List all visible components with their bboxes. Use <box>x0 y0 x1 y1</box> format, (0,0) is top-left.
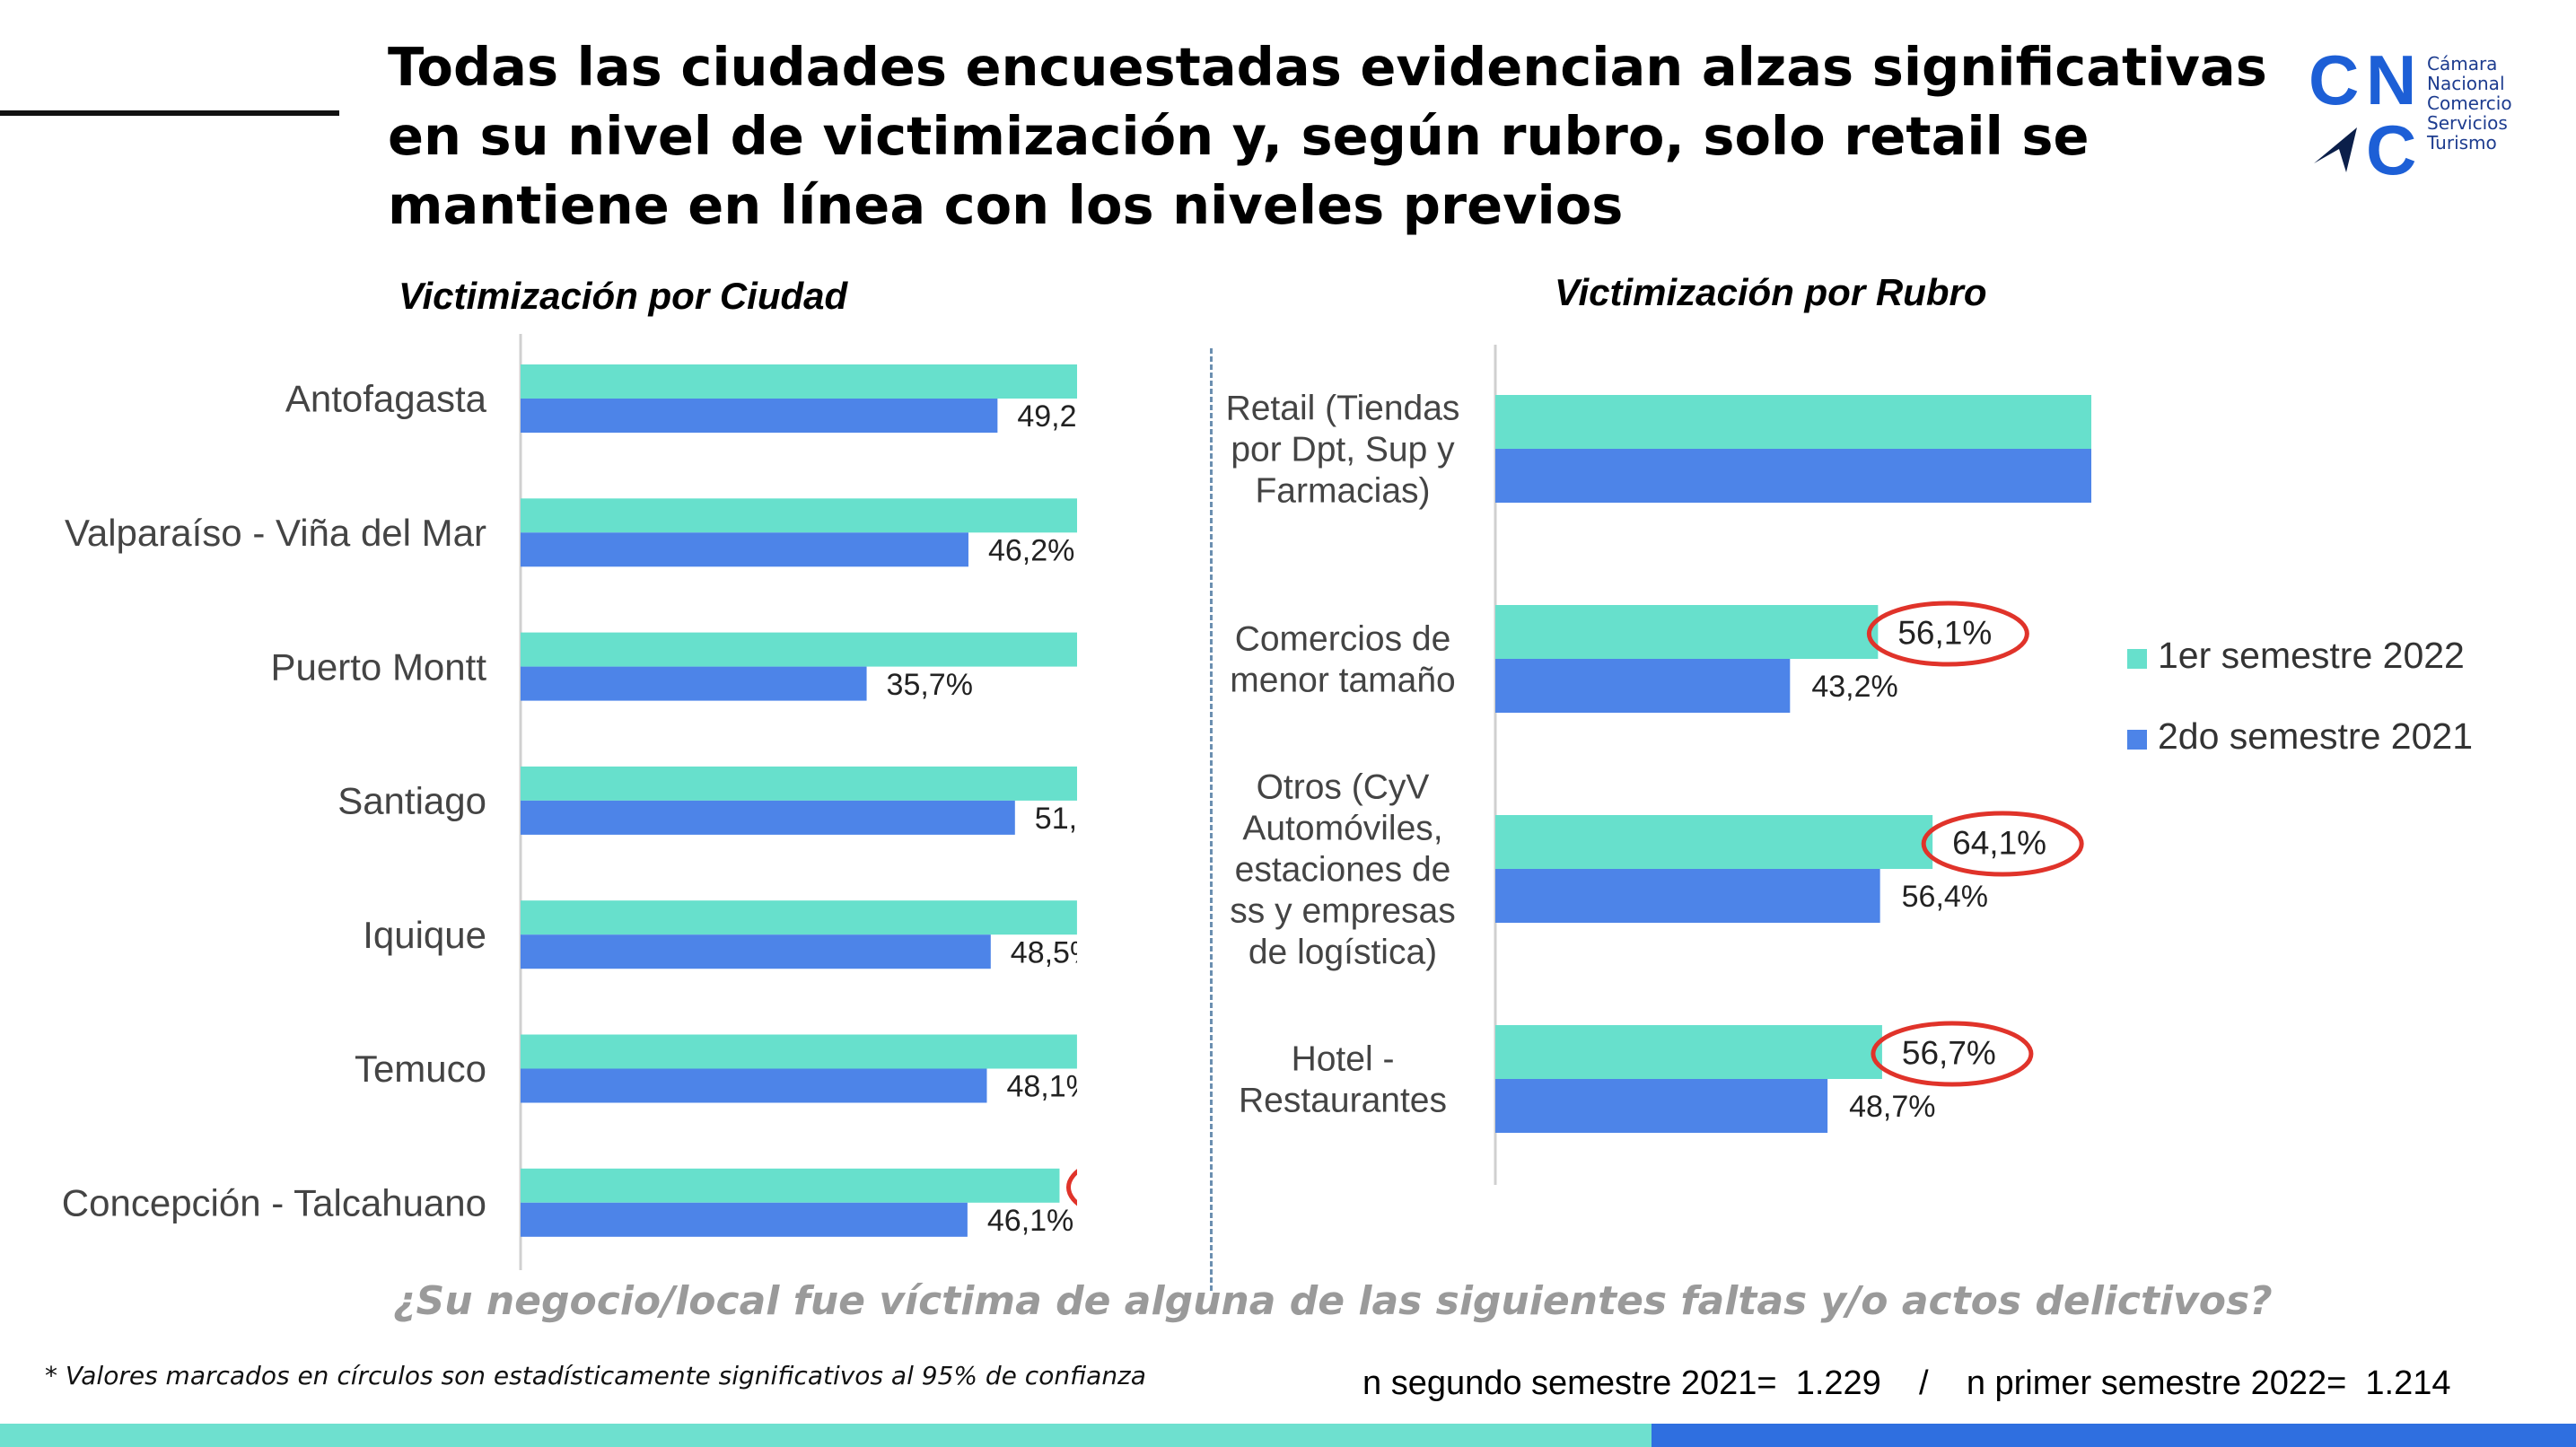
category-label: ss y empresas <box>1230 892 1455 931</box>
bar-2021 <box>521 934 991 969</box>
category-label: Antofagasta <box>285 378 487 420</box>
data-label-2022: 56,1% <box>1897 614 1992 651</box>
data-label-2022: 64,1% <box>1952 824 2046 861</box>
bar-2022 <box>521 364 1077 399</box>
city-chart-title: Victimización por Ciudad <box>399 275 848 317</box>
bar-2022 <box>521 1168 1060 1203</box>
logo-arrow-icon <box>2314 127 2357 172</box>
data-label-2021: 51,0% <box>1035 802 1077 836</box>
significance-circle <box>1866 601 2029 667</box>
bar-2022 <box>521 766 1077 801</box>
category-label: Farmacias) <box>1255 472 1430 511</box>
logo-letter-c1: C <box>2309 48 2359 119</box>
significance-circle <box>1871 1021 2034 1087</box>
category-label: estaciones de <box>1235 851 1451 890</box>
bar-2021 <box>521 800 1015 835</box>
survey-question: ¿Su negocio/local fue víctima de alguna … <box>393 1278 2273 1324</box>
category-label: Temuco <box>355 1048 486 1090</box>
bottom-band-teal <box>0 1424 1652 1447</box>
bar-2021 <box>521 399 998 433</box>
data-label-2021: 49,2% <box>1017 399 1077 434</box>
bar-2022 <box>521 632 1077 667</box>
title-rule <box>0 110 339 116</box>
category-label: Retail (Tiendas <box>1226 390 1460 428</box>
bar-2021 <box>1495 869 1880 923</box>
bar-2021 <box>1495 449 2091 503</box>
legend-label-2021: 2do semestre 2021 <box>2158 715 2474 757</box>
category-label: Otros (CyV <box>1257 768 1430 807</box>
category-label: Concepción - Talcahuano <box>62 1182 486 1224</box>
bar-2022 <box>1495 605 1879 659</box>
bar-2022 <box>1495 395 2091 449</box>
legend-label-2022: 1er semestre 2022 <box>2158 635 2465 676</box>
bar-2022 <box>1495 1025 1882 1079</box>
legend-swatch-2021 <box>2127 730 2147 750</box>
logo-wordmark: Cámara Nacional Comercio Servicios Turis… <box>2427 54 2512 153</box>
data-label-2021: 43,2% <box>1811 670 1897 704</box>
data-label-2021: 48,1% <box>1006 1070 1077 1104</box>
category-label: de logística) <box>1249 934 1437 972</box>
logo-line: Servicios <box>2427 112 2508 134</box>
logo-line: Comercio <box>2427 92 2512 114</box>
bar-2021 <box>1495 659 1791 713</box>
data-label-2021: 48,7% <box>1849 1090 1935 1124</box>
category-label: Iquique <box>363 914 486 956</box>
significance-circle <box>1066 1169 1077 1206</box>
bar-2021 <box>1495 1079 1828 1133</box>
bar-2021 <box>521 532 968 567</box>
page-title: Todas las ciudades encuestadas evidencia… <box>388 36 2267 236</box>
data-label-2022: 56,7% <box>1902 1034 1996 1071</box>
logo-letter-c2: C <box>2366 110 2416 183</box>
category-label: por Dpt, Sup y <box>1231 431 1455 469</box>
category-label: menor tamaño <box>1230 662 1455 700</box>
data-label-2021: 48,5% <box>1011 935 1077 969</box>
category-label: Hotel - <box>1292 1040 1395 1079</box>
sample-size: n segundo semestre 2021= 1.229 / n prime… <box>1362 1364 2451 1402</box>
bar-2021 <box>521 666 867 701</box>
significance-circle <box>1921 811 2084 877</box>
bar-2022 <box>521 498 1077 533</box>
logo-line: Turismo <box>2427 132 2497 153</box>
category-label: Valparaíso - Viña del Mar <box>65 512 486 554</box>
data-label-2021: 46,1% <box>987 1204 1073 1238</box>
footnote: * Valores marcados en círculos son estad… <box>45 1361 1146 1390</box>
bar-2022 <box>1495 815 1933 869</box>
category-label: Santiago <box>337 780 486 822</box>
data-label-2021: 35,7% <box>887 668 973 702</box>
logo-letter-n: N <box>2366 48 2416 119</box>
cnc-logo: C N C <box>2309 48 2416 183</box>
data-label-2021: 46,2% <box>988 534 1074 568</box>
logo-line: Nacional <box>2427 73 2505 94</box>
bar-2021 <box>521 1202 968 1237</box>
category-label: Automóviles, <box>1242 810 1442 848</box>
bar-2022 <box>521 900 1077 935</box>
logo-line: Cámara <box>2427 53 2498 75</box>
bar-2021 <box>521 1068 987 1103</box>
bar-2022 <box>521 1034 1077 1069</box>
legend-swatch-2022 <box>2127 649 2147 669</box>
data-label-2021: 56,4% <box>1902 880 1988 914</box>
category-label: Comercios de <box>1235 620 1451 659</box>
category-label: Restaurantes <box>1239 1082 1447 1120</box>
sector-chart-title: Victimización por Rubro <box>1555 271 1987 313</box>
category-label: Puerto Montt <box>271 645 487 688</box>
city-chart: Antofagasta63,6%49,2%Valparaíso - Viña d… <box>62 334 1077 1270</box>
bottom-band-blue <box>1652 1424 2576 1447</box>
chart-divider <box>1210 348 1213 1291</box>
